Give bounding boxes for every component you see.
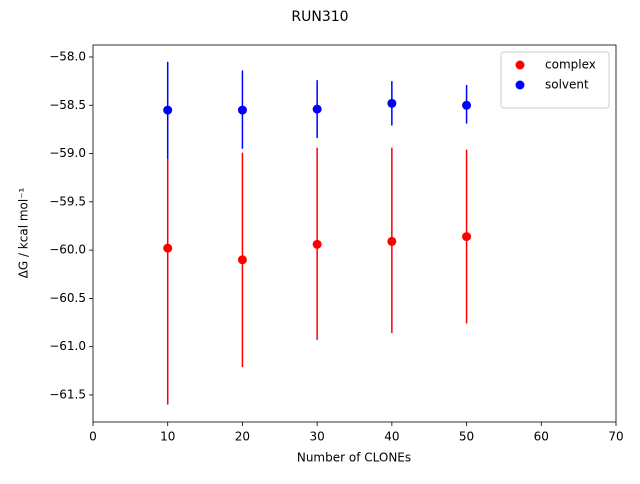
y-axis-label: ΔG / kcal mol⁻¹ [17, 187, 31, 278]
y-tick-label: −59.0 [49, 146, 86, 160]
legend-label: solvent [545, 78, 589, 92]
y-tick-label: −58.5 [49, 98, 86, 112]
x-tick-label: 60 [534, 430, 549, 444]
point [387, 98, 397, 108]
x-tick-label: 40 [384, 430, 399, 444]
y-tick-label: −60.0 [49, 243, 86, 257]
y-tick-label: −60.5 [49, 291, 86, 305]
point [387, 236, 397, 246]
point [237, 105, 247, 115]
point [462, 232, 472, 242]
y-tick-label: −61.0 [49, 339, 86, 353]
x-tick-label: 70 [608, 430, 623, 444]
y-tick-label: −58.0 [49, 49, 86, 63]
legend-marker [515, 80, 525, 90]
chart-title: RUN310 [291, 9, 348, 25]
legend-marker [515, 60, 525, 70]
x-tick-label: 0 [89, 430, 97, 444]
y-tick-label: −61.5 [49, 387, 86, 401]
x-tick-label: 10 [160, 430, 175, 444]
x-tick-label: 30 [310, 430, 325, 444]
point [163, 243, 173, 253]
point [312, 104, 322, 114]
point [312, 239, 322, 249]
x-tick-label: 50 [459, 430, 474, 444]
x-axis-label: Number of CLONEs [297, 451, 411, 465]
plot-frame [92, 44, 617, 423]
legend-label: complex [545, 58, 596, 72]
point [237, 255, 247, 265]
point [462, 100, 472, 110]
y-tick-label: −59.5 [49, 194, 86, 208]
point [163, 105, 173, 115]
x-tick-label: 20 [235, 430, 250, 444]
legend-box [500, 51, 610, 109]
